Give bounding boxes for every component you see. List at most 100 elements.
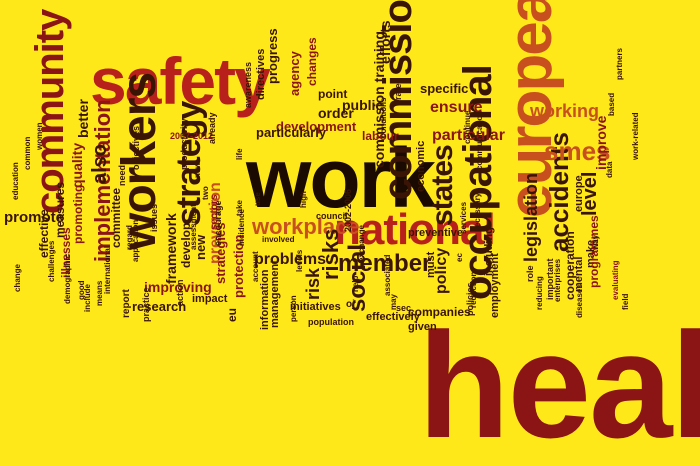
word-states: states [426,145,459,226]
word-enterprises: enterprises [553,258,562,302]
word-application: application [131,219,140,262]
word-workplace: workplace [252,214,360,239]
word-practice: practice [141,287,151,322]
word-services: services [459,201,468,234]
word-committee: committee [109,187,123,248]
word-smes: smes [544,136,611,166]
word-progress: progress [265,28,280,84]
word-population: population [308,317,354,327]
word-point: point [318,87,348,101]
word-must: must [425,251,437,278]
word-public: public [342,97,384,113]
word-already: already [207,112,217,144]
word-conditions: conditions [379,97,388,138]
word-quality: quality [69,142,85,188]
word-efforts: efforts [377,20,393,64]
word-member: member [338,250,432,277]
word-working: working [530,101,600,121]
word-partners: partners [615,47,624,80]
word-necessary: necessary [473,192,482,232]
word-account: account [251,251,260,282]
word-safety: safety [90,44,271,118]
word-sec: sec [396,303,412,313]
word-exchange: exchange [357,225,366,262]
word-use: use [253,192,262,206]
word-europe: europe [573,175,585,212]
word-reducing: reducing [535,276,544,310]
word-include: include [83,283,92,312]
word-changes: changes [305,37,319,86]
word-given: given [408,321,437,333]
word-oj: oj [346,299,355,310]
word-issues: issues [149,203,159,232]
word-eu: eu [225,307,239,322]
word-order: order [318,105,354,121]
word-women: women [35,122,44,150]
word-assessment: assessment [189,204,198,250]
word-data: data [605,161,614,178]
word-agency: agency [287,51,302,96]
word-improving: improving [144,279,212,295]
word-demographic: demographic [63,253,72,304]
word-awareness: awareness [243,61,253,108]
word-person: person [289,295,298,322]
word-development: development [276,119,357,134]
word-education: education [11,162,20,200]
word-particularly: particularly [256,125,327,140]
word-framework: framework [163,213,179,284]
word-change: change [13,263,22,292]
word-health: health [418,301,700,466]
word-diseases: diseases [575,284,584,318]
word-impact: impact [192,293,228,305]
word-risk: risk [303,267,323,300]
word-life: life [235,148,244,160]
word-take: take [235,199,244,216]
word-reduction: reduction [469,271,478,308]
word-levels: levels [295,249,304,272]
word-better: better [75,99,91,138]
word-role: role [525,265,535,282]
word-communication: communication [475,110,484,170]
word-management: management [269,260,281,328]
word-preventive: preventive [408,227,464,239]
word-need: need [117,164,127,186]
word-specific: specific [420,81,469,96]
word-sectors: sectors [209,194,220,230]
word-way: way [591,234,600,250]
word-initiatives: initiatives [290,301,341,313]
word-objectives: objectives [131,125,141,170]
word-economic: economic [415,140,427,192]
word-challenges: challenges [47,240,56,282]
word-continue: continue [463,110,472,144]
word-labour: labour [362,129,399,143]
word-legislation: legislation [521,172,541,262]
word-action: action [175,279,185,306]
word-common: common [23,136,32,170]
word-productivity: productivity [179,118,189,170]
word-directives: directives [255,48,267,100]
word-evaluating: evaluating [611,260,620,300]
word-companies: companies [408,305,471,319]
word-report: report [121,289,132,318]
word-effectively: effectively [366,311,420,323]
word-national: national [334,205,496,254]
word-including: including [483,227,495,276]
word-rate: rate [393,83,403,100]
word-2007-2012: 2007-2012 [170,131,214,141]
word-work: work [246,131,436,225]
word-high: high [299,191,308,208]
word-involved: involved [262,235,295,244]
word-particular: particular [432,127,505,144]
word-also: also [89,143,111,184]
word-2002-2006: 2002-2006 [343,188,353,232]
word-two: two [201,186,210,200]
word-field: field [621,293,630,310]
word-promote: promote [4,209,64,226]
word-ec: ec [455,253,464,262]
word-promoting: promoting [71,184,85,244]
word-work-related: work-related [631,112,640,160]
word-international: international [103,245,112,294]
word-new-2: new [193,162,202,178]
word-council: council [316,211,348,221]
